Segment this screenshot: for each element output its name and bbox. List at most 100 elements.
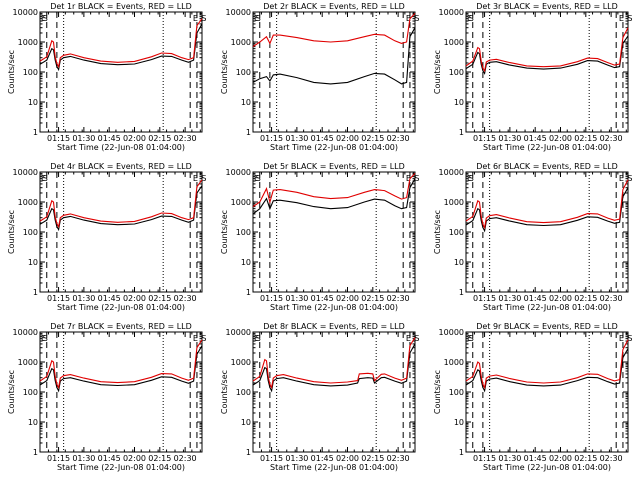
x-tick-label: 02:00: [549, 134, 572, 143]
y-tick-label: 100: [236, 228, 251, 237]
x-tick-label: 02:15: [361, 454, 384, 463]
x-tick-label: 01:15: [260, 294, 283, 303]
x-tick-label: 02:15: [148, 454, 171, 463]
chart-title: Det 7r BLACK = Events, RED = LLD: [50, 322, 192, 331]
x-tick-label: 02:30: [387, 134, 410, 143]
plot-frame: [465, 11, 629, 133]
x-axis-label: Start Time (22-Jun-08 01:04:00): [483, 303, 611, 312]
x-tick-label: 02:00: [336, 134, 359, 143]
y-tick-label: 10000: [13, 328, 38, 337]
marker-letter: S: [256, 14, 261, 23]
y-tick-label: 10: [241, 418, 251, 427]
x-tick-label: 01:30: [498, 454, 521, 463]
series-line-lld: [39, 179, 203, 229]
x-tick-label: 01:45: [98, 134, 121, 143]
y-tick-label: 1000: [444, 358, 464, 367]
x-tick-label: 02:00: [336, 454, 359, 463]
x-tick-label: 02:00: [549, 294, 572, 303]
y-tick-label: 1: [246, 288, 251, 297]
marker-letter: E: [406, 334, 411, 343]
chart-title: Det 1r BLACK = Events, RED = LLD: [50, 2, 192, 11]
series-line-events: [252, 27, 416, 85]
y-axis-label: Counts/sec: [433, 210, 442, 254]
x-axis-label: Start Time (22-Jun-08 01:04:00): [57, 143, 185, 152]
x-tick-label: 02:30: [174, 134, 197, 143]
x-tick-label: 01:30: [285, 294, 308, 303]
marker-letter: S: [627, 174, 632, 183]
x-axis-label: Start Time (22-Jun-08 01:04:00): [270, 463, 398, 472]
y-tick-label: 1: [246, 448, 251, 457]
x-axis-label: Start Time (22-Jun-08 01:04:00): [57, 303, 185, 312]
x-tick-label: 01:15: [47, 294, 70, 303]
y-tick-label: 10000: [439, 328, 464, 337]
y-tick-label: 1: [459, 128, 464, 137]
x-axis-label: Start Time (22-Jun-08 01:04:00): [57, 463, 185, 472]
x-tick-label: 02:30: [387, 294, 410, 303]
x-tick-label: 02:15: [361, 134, 384, 143]
y-tick-label: 1000: [18, 38, 38, 47]
y-tick-label: 100: [23, 388, 38, 397]
marker-letter: E: [619, 14, 624, 23]
series-line-lld: [252, 13, 416, 48]
marker-letter: E: [254, 14, 259, 23]
x-tick-label: 01:30: [498, 134, 521, 143]
series-line-events: [39, 185, 203, 232]
marker-letter: E: [193, 334, 198, 343]
y-tick-label: 10: [241, 98, 251, 107]
x-tick-label: 02:15: [574, 454, 597, 463]
chart-title: Det 4r BLACK = Events, RED = LLD: [50, 162, 192, 171]
y-tick-label: 1000: [231, 198, 251, 207]
marker-letter: S: [201, 174, 206, 183]
series-line-events: [465, 187, 629, 233]
y-tick-label: 10: [28, 418, 38, 427]
series-line-lld: [39, 18, 203, 69]
plot-frame: [465, 171, 629, 293]
y-tick-label: 1: [246, 128, 251, 137]
y-tick-label: 1000: [18, 358, 38, 367]
y-tick-label: 10: [454, 98, 464, 107]
x-tick-label: 01:30: [72, 134, 95, 143]
marker-letter: S: [414, 174, 419, 183]
y-tick-label: 1: [459, 448, 464, 457]
marker-letter: S: [469, 14, 474, 23]
y-tick-label: 1: [33, 448, 38, 457]
x-tick-label: 01:30: [72, 454, 95, 463]
y-tick-label: 1000: [231, 38, 251, 47]
series-line-events: [252, 178, 416, 215]
y-tick-label: 1000: [18, 198, 38, 207]
y-tick-label: 10: [241, 258, 251, 267]
x-tick-label: 01:45: [524, 294, 547, 303]
x-tick-label: 01:45: [311, 294, 334, 303]
x-tick-label: 01:30: [285, 134, 308, 143]
x-tick-label: 02:30: [174, 454, 197, 463]
series-line-lld: [252, 173, 416, 208]
x-axis-label: Start Time (22-Jun-08 01:04:00): [483, 143, 611, 152]
y-tick-label: 10000: [439, 168, 464, 177]
x-tick-label: 01:45: [311, 134, 334, 143]
marker-letter: S: [627, 334, 632, 343]
marker-letter: S: [414, 14, 419, 23]
plot-frame: [252, 331, 416, 453]
marker-letter: E: [41, 14, 46, 23]
chart-panel-1: Det 1r BLACK = Events, RED = LLD 1 10 100 10…: [7, 2, 206, 152]
marker-letter: S: [43, 174, 48, 183]
y-tick-label: 10000: [226, 168, 251, 177]
marker-letter: E: [467, 174, 472, 183]
series-line-events: [465, 348, 629, 393]
chart-panel-6: Det 6r BLACK = Events, RED = LLD 1 10 100 10…: [433, 162, 632, 312]
marker-letter: S: [256, 174, 261, 183]
y-tick-label: 1000: [444, 198, 464, 207]
x-tick-label: 02:15: [574, 294, 597, 303]
x-tick-label: 01:45: [98, 454, 121, 463]
y-tick-label: 1: [459, 288, 464, 297]
marker-letter: S: [469, 334, 474, 343]
series-line-lld: [39, 339, 203, 390]
y-tick-label: 10: [28, 258, 38, 267]
x-tick-label: 01:30: [72, 294, 95, 303]
x-tick-label: 02:15: [148, 134, 171, 143]
x-axis-label: Start Time (22-Jun-08 01:04:00): [270, 303, 398, 312]
x-tick-label: 01:15: [260, 134, 283, 143]
y-axis-label: Counts/sec: [433, 50, 442, 94]
marker-letter: E: [41, 174, 46, 183]
